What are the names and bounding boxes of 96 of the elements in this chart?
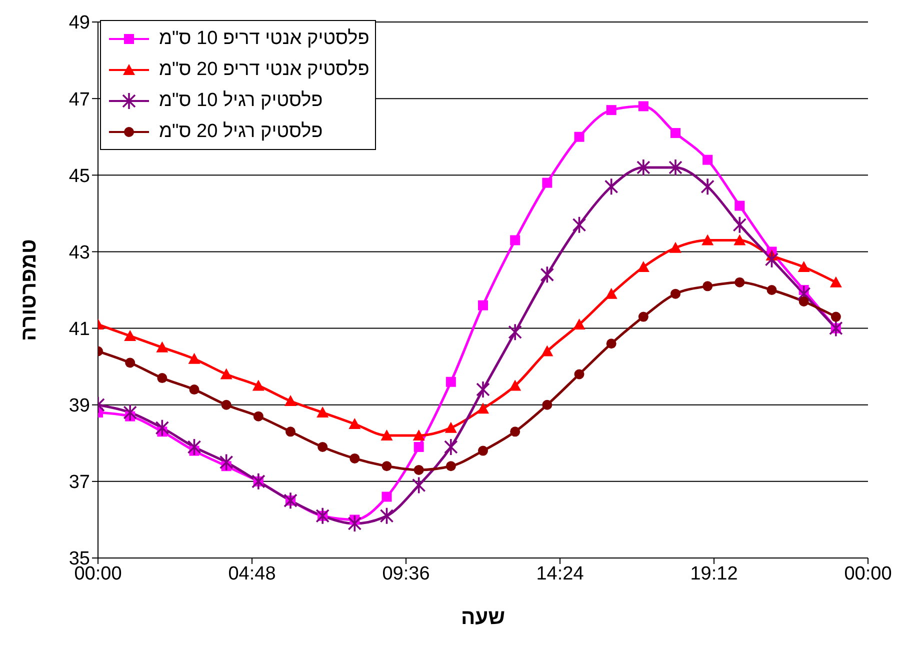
point (123, 404, 137, 422)
point (732, 216, 747, 234)
point (252, 472, 266, 490)
point (444, 422, 457, 433)
legend-label: פלסטיק אנטי דריפ 20 ס"מ (159, 58, 370, 80)
point (638, 312, 648, 322)
point (670, 242, 682, 253)
point (734, 200, 745, 211)
y-tick-label: 47 (68, 89, 90, 110)
point (668, 158, 682, 176)
point (125, 358, 136, 368)
y-tick-label: 43 (68, 242, 90, 264)
point (638, 101, 648, 112)
x-tick-label: 14:24 (536, 563, 584, 584)
point (380, 429, 393, 440)
point (286, 426, 296, 437)
point (156, 341, 168, 352)
point (572, 216, 586, 234)
point (734, 234, 746, 246)
y-tick-label: 49 (68, 12, 90, 34)
point (124, 330, 136, 341)
point (700, 178, 714, 196)
point (636, 158, 650, 176)
point (444, 438, 458, 456)
point (316, 406, 329, 418)
point (348, 418, 361, 429)
point (252, 380, 264, 391)
point (510, 426, 520, 437)
x-tick-label: 04:48 (228, 563, 276, 584)
x-tick-label: 09:36 (382, 563, 430, 584)
point (380, 506, 394, 525)
point (477, 402, 489, 414)
y-tick-label: 39 (68, 396, 90, 417)
x-tick-label: 19:12 (690, 563, 738, 584)
point (478, 300, 488, 310)
legend-label: פלסטיק רגיל 10 ס"מ (159, 90, 323, 112)
point (382, 461, 392, 472)
point (798, 296, 809, 306)
point (382, 492, 392, 502)
point (670, 288, 680, 299)
point (478, 446, 488, 456)
point (605, 288, 618, 299)
legend-label: פלסטיק אנטי דריפ 10 ס"מ (159, 28, 370, 50)
point (606, 338, 616, 349)
point (573, 318, 586, 330)
point (155, 418, 170, 437)
point (574, 369, 584, 380)
y-tick-label: 45 (68, 166, 90, 187)
point (574, 132, 584, 142)
point (219, 453, 234, 472)
point (284, 395, 296, 406)
x-tick-label: 00:00 (844, 563, 892, 584)
point (604, 178, 618, 196)
point (348, 514, 362, 532)
y-tick-label: 41 (68, 319, 90, 340)
point (414, 464, 424, 475)
point (284, 492, 298, 510)
point (189, 384, 200, 395)
point (702, 281, 713, 292)
point (702, 154, 713, 165)
point (187, 438, 202, 456)
point (606, 105, 616, 116)
point (798, 261, 810, 272)
point (702, 234, 714, 246)
point (510, 235, 520, 246)
point (670, 128, 680, 138)
point (221, 400, 232, 410)
point (830, 312, 841, 322)
point (414, 442, 424, 452)
point (542, 400, 552, 410)
point (318, 442, 328, 452)
point (412, 476, 426, 494)
point (446, 376, 456, 387)
point (540, 266, 554, 284)
point (637, 261, 650, 272)
legend-label: פלסטיק רגיל 20 ס"מ (159, 120, 323, 142)
point (734, 277, 745, 288)
point (446, 461, 456, 472)
point (830, 276, 842, 288)
point (253, 411, 264, 422)
point (509, 380, 522, 391)
point (188, 352, 200, 364)
y-tick-label: 37 (68, 472, 90, 494)
point (350, 453, 360, 464)
point (542, 178, 552, 188)
point (764, 250, 779, 268)
point (476, 380, 490, 398)
point (157, 373, 168, 384)
point (412, 429, 425, 440)
point (316, 506, 330, 525)
y-axis-title: טמפרטורה (17, 239, 40, 341)
point (508, 323, 522, 342)
x-axis-title: שעה (460, 606, 506, 629)
point (541, 345, 554, 356)
point (220, 368, 232, 380)
point (766, 285, 777, 295)
